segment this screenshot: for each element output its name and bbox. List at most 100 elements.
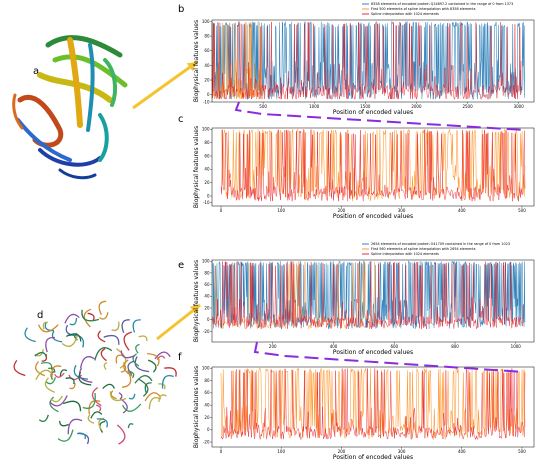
protein-d-strand-108 — [144, 382, 152, 394]
x-tick-label-c-3: 300 — [398, 208, 406, 213]
x-tick-label-f-0: 0 — [220, 449, 223, 454]
protein-d-strand-22 — [132, 353, 140, 367]
protein-a-ribbon-5 — [86, 43, 95, 132]
y-axis-title-f: Biophysical features values — [193, 366, 200, 448]
protein-d-strand-80 — [45, 336, 56, 353]
protein-d-strand-115 — [34, 351, 48, 358]
protein-d-strand-4 — [127, 423, 134, 429]
protein-d-strand-122 — [154, 351, 171, 360]
protein-a-ribbon-6 — [17, 94, 64, 148]
y-tick-label-e-4: 60 — [204, 282, 210, 287]
protein-a-ribbon-3 — [37, 72, 113, 103]
y-axis-title-b: Biophysical features values — [193, 20, 200, 102]
protein-d-strand-29 — [138, 378, 149, 397]
protein-d-strand-36 — [96, 404, 102, 412]
protein-d-strand-0 — [51, 330, 63, 343]
protein-d-strand-103 — [144, 392, 161, 402]
protein-d-strand-46 — [42, 321, 48, 330]
x-tick-label-b-0: 500 — [259, 104, 267, 109]
protein-ribbon-illustration — [12, 35, 128, 180]
series-line-c-1 — [220, 128, 526, 202]
plot-frame-c — [211, 127, 535, 207]
x-tick-label-c-2: 200 — [338, 208, 346, 213]
protein-complex-illustration — [13, 300, 177, 445]
arrow-a-to-b-head — [186, 62, 197, 72]
legend-label-b-3: Spline interpolation with 1024 elements — [371, 12, 439, 16]
x-tick-label-e-4: 1000 — [511, 344, 522, 349]
protein-d-strand-79 — [123, 359, 133, 377]
protein-d-strand-59 — [45, 377, 57, 385]
y-tick-label-e-5: 80 — [204, 270, 210, 275]
series-line-f-1 — [220, 367, 526, 440]
legend-label-b-1: 8358 elements of encoded protein Q14897.… — [371, 2, 513, 6]
protein-d-strand-125 — [135, 343, 140, 354]
protein-a-ribbon-11 — [103, 58, 118, 107]
chart-b: 500 1000 1500 2000 2500 3000 -10 0 20 40 60 80 100 Po… — [193, 2, 535, 116]
protein-d-strand-139 — [147, 352, 160, 367]
x-tick-label-f-3: 300 — [398, 449, 406, 454]
protein-d-strand-87 — [38, 414, 49, 423]
protein-d-strand-82 — [49, 396, 59, 413]
x-axis-title-c: Position of encoded values — [333, 213, 413, 220]
protein-d-strand-134 — [90, 411, 103, 419]
legend-label-e-2: First 560 elements of spline interpolati… — [371, 247, 476, 251]
x-tick-label-b-3: 2000 — [411, 104, 422, 109]
protein-d-strand-130 — [147, 359, 157, 373]
protein-d-strand-30 — [59, 420, 69, 427]
protein-d-strand-21 — [134, 356, 150, 373]
panel-label-d: d — [37, 310, 43, 321]
y-tick-label-e-1: 0 — [207, 317, 210, 322]
protein-d-strand-26 — [110, 390, 117, 400]
protein-d-strand-123 — [134, 375, 153, 384]
protein-d-strand-71 — [54, 372, 65, 378]
protein-d-strand-105 — [69, 383, 76, 390]
protein-d-strand-19 — [123, 331, 132, 351]
x-axis-title-b: Position of encoded values — [333, 109, 413, 116]
protein-d-strand-70 — [122, 403, 142, 412]
protein-d-strand-52 — [44, 322, 55, 332]
protein-d-strand-44 — [78, 367, 93, 383]
protein-d-strand-96 — [13, 360, 26, 377]
chart-c: 0 100 200 300 400 500 -10 0 20 40 60 80 100 Position … — [193, 126, 535, 220]
protein-d-strand-104 — [100, 347, 107, 362]
y-tick-label-c-3: 40 — [204, 167, 210, 172]
y-tick-label-e-6: 100 — [202, 259, 210, 264]
protein-d-strand-7 — [98, 300, 107, 315]
y-tick-label-f-6: 100 — [202, 366, 210, 371]
y-tick-label-c-2: 20 — [204, 180, 210, 185]
protein-d-strand-78 — [94, 347, 113, 361]
y-axis-title-e: Biophysical features values — [193, 260, 200, 342]
protein-d-strand-9 — [120, 398, 128, 414]
protein-d-strand-110 — [138, 335, 148, 342]
series-line-f-2 — [220, 368, 526, 441]
protein-d-strand-43 — [57, 429, 74, 442]
protein-d-strand-51 — [116, 348, 127, 369]
protein-d-strand-129 — [65, 377, 75, 385]
series-line-b-1 — [211, 20, 526, 101]
x-tick-label-e-2: 600 — [390, 344, 398, 349]
x-tick-label-e-1: 400 — [330, 344, 338, 349]
y-tick-label-c-1: 0 — [207, 193, 210, 198]
x-tick-label-f-5: 500 — [518, 449, 526, 454]
series-line-e-2 — [211, 261, 383, 330]
protein-d-strand-67 — [61, 335, 79, 347]
protein-d-strand-107 — [96, 418, 108, 428]
protein-d-strand-25 — [99, 420, 106, 433]
y-tick-label-c-4: 60 — [204, 153, 210, 158]
protein-d-strand-106 — [97, 330, 106, 343]
x-tick-label-b-2: 1500 — [360, 104, 371, 109]
protein-a-ribbon-4 — [67, 37, 83, 128]
protein-d-strand-76 — [127, 360, 134, 376]
x-tick-label-f-4: 400 — [458, 449, 466, 454]
protein-d-strand-12 — [158, 383, 166, 390]
protein-d-strand-135 — [67, 418, 83, 435]
protein-d-strand-8 — [83, 308, 92, 328]
protein-d-strand-61 — [120, 350, 135, 359]
y-tick-label-e-2: 20 — [204, 305, 210, 310]
protein-a-ribbon-10 — [12, 93, 24, 130]
protein-d-strand-62 — [132, 319, 141, 333]
legend-label-e-3: Spline interpolation with 1024 elements — [371, 252, 439, 256]
protein-a-ribbon-9 — [98, 113, 109, 162]
protein-d-strand-16 — [34, 361, 46, 377]
